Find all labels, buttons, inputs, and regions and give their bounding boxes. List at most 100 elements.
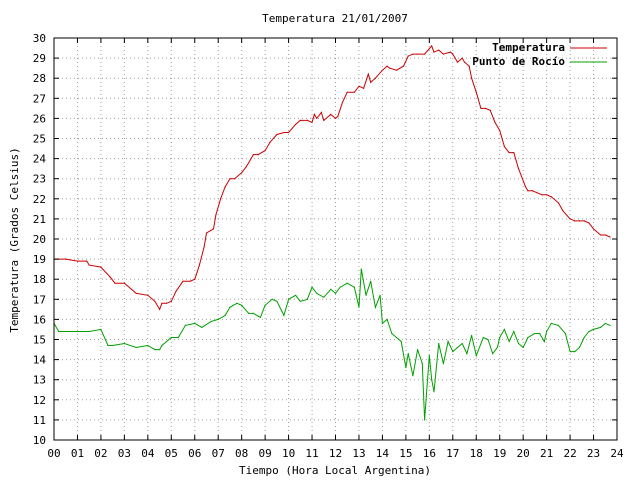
data-point-punto-de-rocio xyxy=(386,318,388,320)
data-point-temperatura xyxy=(224,186,226,188)
data-point-punto-de-rocio xyxy=(365,294,367,296)
data-point-punto-de-rocio xyxy=(407,353,409,355)
data-point-temperatura xyxy=(245,166,247,168)
data-point-temperatura xyxy=(536,192,538,194)
data-point-punto-de-rocio xyxy=(431,379,433,381)
data-point-temperatura xyxy=(269,141,271,144)
legend-label-punto-de-rocio: Punto de Rocío xyxy=(472,55,565,68)
data-point-temperatura xyxy=(353,91,355,93)
data-point-temperatura xyxy=(220,198,222,200)
series-punto-de-rocio xyxy=(53,268,611,421)
x-tick-label: 21 xyxy=(540,447,553,460)
data-point-punto-de-rocio xyxy=(252,312,254,314)
data-point-temperatura xyxy=(417,53,419,55)
data-point-punto-de-rocio xyxy=(452,351,454,353)
data-point-punto-de-rocio xyxy=(564,332,567,335)
data-point-punto-de-rocio xyxy=(379,294,381,296)
x-axis-ticks: 00 01 02 03 04 05 06 07 08 09 10 11 12 13 14 15 16 17 18 19… xyxy=(47,38,624,460)
x-tick-label: 00 xyxy=(47,447,60,460)
data-point-temperatura xyxy=(583,220,585,222)
data-point-punto-de-rocio xyxy=(522,346,524,349)
data-point-punto-de-rocio xyxy=(471,334,473,337)
series-line-punto-de-rocio xyxy=(53,269,611,420)
data-point-punto-de-rocio xyxy=(417,349,419,351)
data-point-punto-de-rocio xyxy=(346,282,348,284)
data-point-temperatura xyxy=(386,65,388,67)
data-point-punto-de-rocio xyxy=(107,344,109,347)
data-point-punto-de-rocio xyxy=(508,340,510,343)
y-tick-label: 23 xyxy=(33,173,46,186)
data-point-punto-de-rocio xyxy=(241,304,243,306)
data-point-punto-de-rocio xyxy=(574,351,576,353)
data-point-punto-de-rocio xyxy=(588,330,590,333)
data-point-temperatura xyxy=(346,91,348,93)
legend: Temperatura Punto de Rocío xyxy=(472,41,607,68)
data-point-punto-de-rocio xyxy=(159,349,161,351)
data-point-punto-de-rocio xyxy=(184,324,186,326)
data-point-punto-de-rocio xyxy=(88,330,90,333)
legend-label-temperatura: Temperatura xyxy=(492,41,565,54)
x-tick-label: 05 xyxy=(165,447,178,460)
data-point-punto-de-rocio xyxy=(475,355,477,357)
data-point-temperatura xyxy=(241,172,243,174)
data-point-temperatura xyxy=(109,276,111,278)
y-tick-label: 15 xyxy=(33,334,46,347)
data-point-temperatura xyxy=(288,131,290,134)
data-point-temperatura xyxy=(147,294,149,296)
data-point-punto-de-rocio xyxy=(569,351,571,353)
data-point-temperatura xyxy=(604,234,606,236)
data-point-temperatura xyxy=(212,228,215,230)
data-point-punto-de-rocio xyxy=(76,330,79,333)
data-point-punto-de-rocio xyxy=(271,298,273,300)
x-tick-label: 10 xyxy=(282,447,295,460)
data-point-temperatura xyxy=(463,61,466,63)
y-tick-label: 17 xyxy=(33,293,46,306)
data-point-punto-de-rocio xyxy=(323,296,325,298)
data-point-punto-de-rocio xyxy=(259,316,261,318)
y-tick-label: 16 xyxy=(33,313,46,326)
data-point-punto-de-rocio xyxy=(550,322,552,324)
data-point-punto-de-rocio xyxy=(395,336,398,339)
data-point-punto-de-rocio xyxy=(283,314,285,316)
data-point-punto-de-rocio xyxy=(311,286,313,288)
data-point-punto-de-rocio xyxy=(583,336,585,339)
data-point-punto-de-rocio xyxy=(482,336,484,339)
y-tick-label: 12 xyxy=(33,394,46,407)
data-point-temperatura xyxy=(299,119,301,121)
data-point-punto-de-rocio xyxy=(421,363,423,365)
x-tick-label: 06 xyxy=(188,447,201,460)
data-point-temperatura xyxy=(485,107,487,109)
data-point-punto-de-rocio xyxy=(224,314,226,316)
x-tick-label: 20 xyxy=(517,447,530,460)
y-tick-label: 14 xyxy=(33,354,47,367)
data-point-temperatura xyxy=(316,117,318,119)
data-point-temperatura xyxy=(402,65,405,67)
data-point-temperatura xyxy=(88,264,90,266)
data-point-punto-de-rocio xyxy=(492,353,494,355)
data-point-punto-de-rocio xyxy=(487,338,489,341)
data-point-punto-de-rocio xyxy=(264,304,266,306)
data-point-punto-de-rocio xyxy=(65,330,67,333)
data-point-punto-de-rocio xyxy=(527,336,529,339)
series-layer xyxy=(53,45,611,421)
data-point-temperatura xyxy=(412,53,414,55)
y-axis-ticks: 10 11 12 13 14 15 16 17 18 19 20 21 22 23 24 25 26 27 28 29… xyxy=(33,32,617,447)
data-point-temperatura xyxy=(395,69,398,71)
data-point-temperatura xyxy=(182,280,184,282)
data-point-punto-de-rocio xyxy=(339,286,341,288)
data-point-punto-de-rocio xyxy=(442,363,444,365)
data-point-temperatura xyxy=(161,302,163,304)
data-point-punto-de-rocio xyxy=(461,342,463,345)
x-tick-label: 09 xyxy=(259,447,272,460)
data-point-punto-de-rocio xyxy=(543,340,545,343)
data-point-temperatura xyxy=(578,220,581,222)
data-point-punto-de-rocio xyxy=(456,346,459,349)
data-point-punto-de-rocio xyxy=(534,332,536,335)
data-point-punto-de-rocio xyxy=(135,346,137,349)
data-point-punto-de-rocio xyxy=(170,336,172,339)
data-point-temperatura xyxy=(499,129,501,132)
data-point-punto-de-rocio xyxy=(503,328,505,330)
data-point-temperatura xyxy=(452,53,454,55)
y-tick-label: 24 xyxy=(33,153,47,166)
